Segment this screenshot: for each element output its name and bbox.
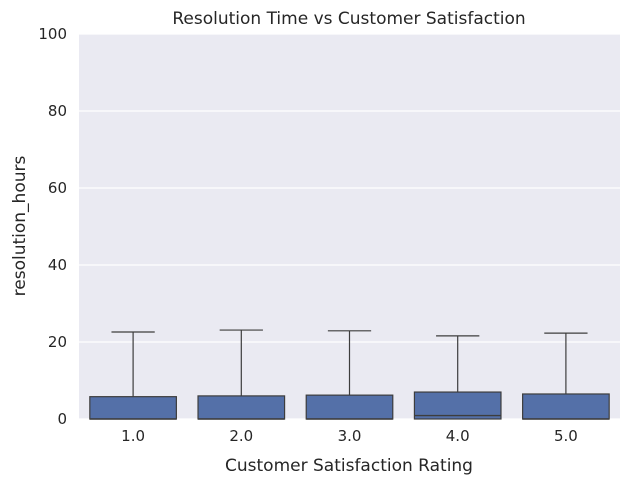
x-axis-label: Customer Satisfaction Rating [225, 456, 473, 476]
y-tick-label: 0 [57, 410, 67, 428]
box-3.0 [305, 330, 394, 420]
box-iqr [413, 391, 502, 420]
y-axis-label: resolution_hours [10, 156, 30, 297]
box-2.0 [197, 329, 286, 420]
y-tick-label: 100 [38, 25, 67, 43]
x-tick-label: 2.0 [229, 427, 253, 445]
box-1.0 [89, 331, 177, 420]
box-iqr [89, 396, 177, 420]
box-5.0 [522, 332, 610, 420]
boxes [89, 329, 610, 420]
y-tick-label: 40 [48, 256, 67, 274]
y-tick-label: 80 [48, 102, 67, 120]
x-tick-label: 3.0 [338, 427, 362, 445]
x-tick-label: 4.0 [446, 427, 470, 445]
chart-title: Resolution Time vs Customer Satisfaction [172, 9, 525, 29]
box-iqr [197, 395, 286, 420]
y-tick-label: 60 [48, 179, 67, 197]
box-iqr [522, 393, 610, 420]
x-tick-label: 5.0 [554, 427, 578, 445]
y-tick-label: 20 [48, 333, 67, 351]
box-iqr [305, 394, 394, 420]
x-tick-label: 1.0 [121, 427, 145, 445]
box-4.0 [413, 335, 502, 420]
x-axis-ticks: 1.0 2.0 3.0 4.0 5.0 [121, 427, 578, 445]
y-axis-ticks: 0 20 40 60 80 100 [38, 25, 67, 428]
